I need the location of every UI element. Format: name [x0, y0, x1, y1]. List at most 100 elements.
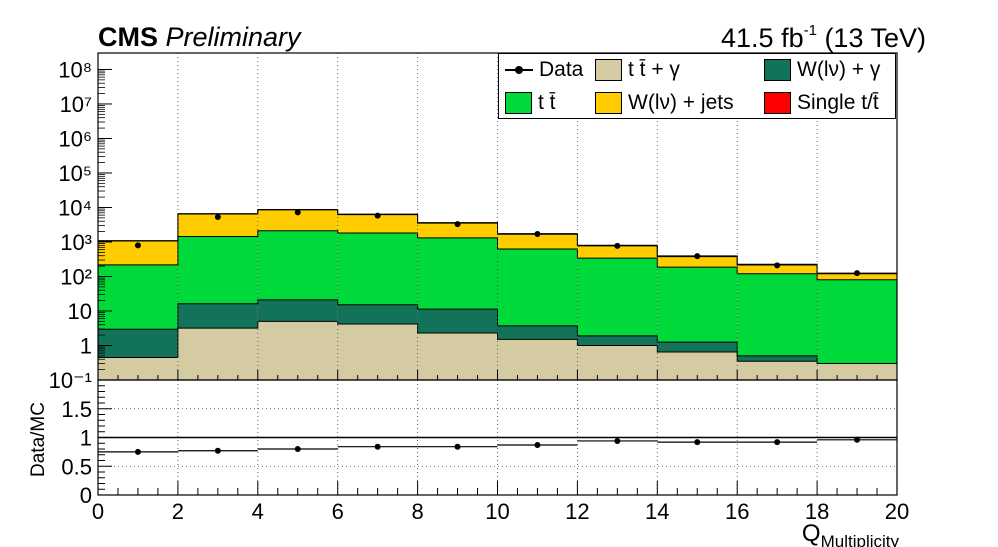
- ratio-points: [98, 436, 897, 455]
- ratio-y-tick-label: 1: [80, 426, 92, 451]
- bar: [577, 335, 658, 346]
- y-tick-label: 1: [80, 333, 92, 358]
- series-0-bars: [98, 321, 897, 380]
- legend: Data t t̄ + γ W(lν) + γ t t̄ W(lν) + jet…: [498, 53, 896, 119]
- legend-swatch: [764, 92, 791, 114]
- x-axis-title-main: Q: [802, 520, 821, 547]
- y-tick-label: 10⁷: [60, 92, 92, 117]
- bar: [417, 223, 498, 238]
- ratio-point: [214, 447, 221, 454]
- x-tick-label: 20: [885, 499, 909, 524]
- bar: [177, 303, 258, 329]
- x-tick-label: 0: [92, 499, 104, 524]
- series-2-outline: [98, 230, 897, 281]
- stack-group: [98, 208, 897, 380]
- legend-label: W(lν) + γ: [797, 58, 881, 81]
- bar: [817, 279, 897, 364]
- ratio-point: [534, 441, 541, 448]
- bar: [98, 329, 178, 358]
- legend-label: Data: [539, 58, 584, 81]
- y-tick-label: 10⁵: [58, 161, 92, 186]
- data-point: [214, 213, 221, 220]
- legend-item-singletop: Single t/t̄: [764, 89, 879, 117]
- bar: [337, 323, 418, 380]
- legend-swatch: [505, 92, 532, 114]
- bar: [577, 258, 658, 336]
- y-tick-label: 10⁸: [58, 57, 92, 82]
- data-point: [694, 253, 701, 260]
- legend-item-ttbar: t t̄: [505, 89, 556, 117]
- bar: [497, 325, 578, 340]
- data-point: [774, 262, 781, 269]
- main-y-axis: 10⁻¹ 1 10 10² 10³ 10⁴ 10⁵ 10⁶ 10⁷ 10⁸: [49, 57, 112, 393]
- bar: [577, 345, 658, 380]
- bar: [737, 273, 818, 356]
- y-tick-label: 10⁴: [58, 195, 92, 220]
- data-points: [134, 209, 861, 277]
- legend-label: Single t/t̄: [797, 91, 879, 114]
- bar: [497, 339, 578, 380]
- bar: [417, 333, 498, 380]
- bar: [657, 267, 738, 343]
- data-point: [534, 231, 541, 238]
- data-point: [854, 270, 861, 277]
- bar: [497, 249, 578, 326]
- series-0-outline: [98, 320, 897, 365]
- bar: [98, 240, 178, 265]
- bar: [657, 256, 738, 268]
- legend-item-data: Data: [505, 56, 583, 84]
- series-4-outline: [98, 208, 897, 274]
- bar: [497, 234, 578, 250]
- x-tick-label: 2: [172, 499, 184, 524]
- ratio-point: [854, 436, 861, 443]
- ratio-y-tick-label: 1.5: [61, 397, 92, 422]
- bar: [657, 342, 738, 352]
- ratio-point: [294, 446, 301, 452]
- y-tick-label: 10: [68, 299, 92, 324]
- bar: [177, 214, 258, 237]
- legend-swatch: [595, 59, 622, 81]
- bar: [737, 355, 818, 362]
- ratio-point: [454, 443, 461, 450]
- legend-swatch: [764, 59, 791, 81]
- luminosity-label: 41.5 fb-1 (13 TeV): [721, 22, 926, 53]
- x-tick-label: 12: [565, 499, 589, 524]
- bar: [577, 245, 658, 259]
- ratio-point: [774, 439, 781, 446]
- x-tick-label: 18: [805, 499, 829, 524]
- ratio-point: [134, 448, 141, 455]
- x-tick-label: 8: [411, 499, 423, 524]
- ratio-y-axis-title: Data/MC: [28, 402, 49, 477]
- x-tick-label: 14: [645, 499, 669, 524]
- x-tick-label: 6: [332, 499, 344, 524]
- data-point: [294, 209, 301, 216]
- bar: [257, 299, 338, 322]
- bar: [817, 273, 897, 280]
- y-tick-label: 10²: [60, 264, 92, 289]
- ratio-point: [374, 443, 381, 450]
- legend-item-wjets: W(lν) + jets: [595, 89, 734, 117]
- ratio-y-tick-label: 0.5: [61, 454, 92, 479]
- bar: [98, 357, 178, 380]
- series-2-bars: [98, 230, 897, 364]
- bar: [177, 236, 258, 304]
- bar: [257, 321, 338, 380]
- data-point: [374, 212, 381, 219]
- x-axis: 0 2 4 6 8 10 12 14 16 18 20: [92, 370, 909, 524]
- data-point: [454, 221, 461, 228]
- x-axis-title: QMultiplicity: [802, 520, 900, 547]
- bar: [417, 237, 498, 310]
- legend-swatch: [595, 92, 622, 114]
- legend-label: t t̄ + γ: [628, 58, 680, 81]
- ratio-y-axis: 0 0.5 1 1.5: [61, 385, 112, 508]
- bar: [337, 304, 418, 324]
- ratio-y-tick-label: 0: [80, 483, 92, 508]
- legend-marker-data: [505, 59, 533, 81]
- legend-item-ttgamma: t t̄ + γ: [595, 56, 680, 84]
- data-point: [134, 242, 141, 249]
- bar: [337, 233, 418, 305]
- experiment-label: CMS Preliminary: [98, 22, 301, 52]
- x-tick-label: 4: [252, 499, 264, 524]
- bar: [337, 214, 418, 234]
